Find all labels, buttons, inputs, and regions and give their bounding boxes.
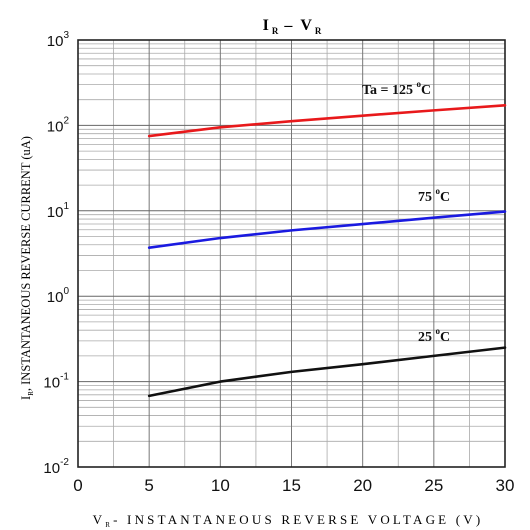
x-tick-labels: 0 5 10 15 20 25 30 [73, 476, 514, 495]
chart-title: I R – V R [263, 17, 322, 36]
y-tick-label: 102 [47, 115, 70, 135]
series-label-degree: o [436, 326, 441, 336]
series-lines [147, 103, 507, 398]
series-label-text: 25 [418, 330, 436, 345]
series-label-degree: o [417, 79, 422, 89]
y-tick-label: 10-2 [43, 457, 69, 477]
series-label-unit: C [440, 190, 450, 205]
y-tick-base: 10 [47, 33, 64, 50]
y-tick-exponent: 0 [63, 286, 69, 297]
y-tick-exponent: 1 [63, 201, 69, 212]
x-axis-label-prefix: V [93, 512, 106, 527]
y-tick-label: 101 [47, 201, 70, 221]
y-tick-exponent: -2 [60, 457, 69, 468]
series-label-unit: C [440, 330, 450, 345]
y-tick-exponent: -1 [60, 372, 69, 383]
x-tick-label: 25 [424, 476, 443, 495]
title-v-sub: R [315, 26, 322, 36]
x-tick-label: 30 [496, 476, 515, 495]
y-axis-label: IR, INSTANTANEOUS REVERSE CURRENT (uA) [19, 136, 35, 400]
y-tick-exponent: 2 [63, 115, 69, 126]
y-axis-label-prefix: I [19, 396, 33, 400]
y-tick-base: 10 [43, 375, 60, 392]
major-grid [77, 40, 506, 468]
title-dash: – [283, 17, 293, 34]
series-line [147, 346, 507, 398]
title-i: I [263, 17, 269, 34]
plot-frame [77, 39, 506, 468]
title-i-sub: R [272, 26, 279, 36]
series-label: 75 oC [418, 186, 450, 205]
x-tick-label: 0 [73, 476, 82, 495]
series-label-unit: C [421, 83, 431, 98]
y-axis-label-prefix-sub: R [27, 391, 35, 396]
series-label-degree: o [436, 186, 441, 196]
series-line [147, 210, 507, 249]
x-tick-label: 10 [211, 476, 230, 495]
y-tick-base: 10 [47, 204, 64, 221]
series-line [147, 103, 507, 138]
x-tick-label: 20 [353, 476, 372, 495]
x-tick-label: 15 [282, 476, 301, 495]
y-tick-label: 103 [47, 30, 70, 50]
y-tick-label: 10-1 [43, 372, 69, 392]
title-v: V [300, 17, 312, 34]
x-axis-label-prefix-sub: R [105, 521, 113, 529]
y-tick-base: 10 [47, 289, 64, 306]
x-axis-label-text: - INSTANTANEOUS REVERSE VOLTAGE (V) [113, 512, 483, 527]
y-axis-label-text: , INSTANTANEOUS REVERSE CURRENT (uA) [19, 136, 33, 391]
y-tick-exponent: 3 [63, 30, 69, 41]
y-tick-base: 10 [43, 460, 60, 477]
series-label: 25 oC [418, 326, 450, 345]
x-axis-label: VR- INSTANTANEOUS REVERSE VOLTAGE (V) [93, 512, 484, 529]
series-label: Ta = 125 oC [362, 79, 431, 98]
series-label-text: Ta = 125 [362, 83, 417, 98]
series-label-text: 75 [418, 190, 436, 205]
y-tick-base: 10 [47, 118, 64, 135]
y-tick-label: 100 [47, 286, 70, 306]
x-tick-label: 5 [144, 476, 153, 495]
